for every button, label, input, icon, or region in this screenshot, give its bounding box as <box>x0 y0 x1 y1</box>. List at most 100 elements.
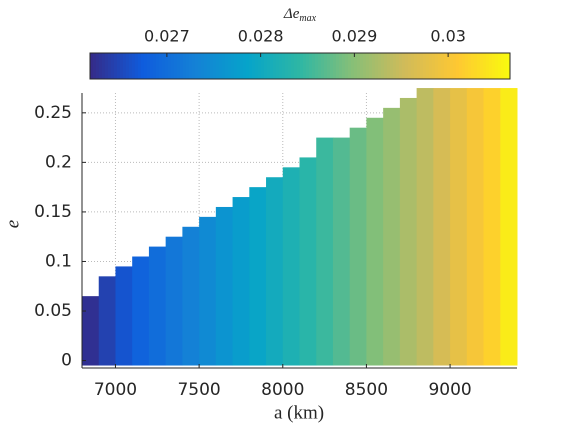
colorbar-swatch <box>192 53 196 79</box>
colorbar-swatch <box>243 53 247 79</box>
colorbar-swatch <box>258 53 262 79</box>
colorbar-swatch <box>378 53 382 79</box>
colorbar-swatch <box>357 53 361 79</box>
colorbar-swatch <box>336 53 340 79</box>
x-axis-label: a (km) <box>274 402 324 423</box>
cell <box>282 167 300 366</box>
colorbar-tick-label: 0.028 <box>238 27 284 46</box>
colorbar-swatch <box>114 53 118 79</box>
colorbar-swatch <box>180 53 184 79</box>
cell <box>215 206 234 366</box>
colorbar-swatch <box>288 53 292 79</box>
colorbar-swatch <box>126 53 130 79</box>
cell <box>82 296 100 366</box>
colorbar-swatch <box>366 53 370 79</box>
colorbar-swatch <box>162 53 166 79</box>
cell <box>500 88 518 366</box>
cell <box>316 137 334 366</box>
cell <box>98 276 116 366</box>
cell <box>199 216 217 366</box>
colorbar-swatch <box>303 53 307 79</box>
colorbar-swatch <box>486 53 490 79</box>
cell <box>132 256 150 366</box>
colorbar-swatch <box>249 53 253 79</box>
colorbar-swatch <box>456 53 460 79</box>
colorbar-swatch <box>474 53 478 79</box>
colorbar-swatch <box>246 53 250 79</box>
colorbar-swatch <box>171 53 175 79</box>
colorbar-swatch <box>204 53 208 79</box>
cell <box>383 107 401 366</box>
colorbar-swatch <box>321 53 325 79</box>
colorbar-swatch <box>459 53 463 79</box>
colorbar-swatch <box>189 53 193 79</box>
cell <box>399 97 418 366</box>
colorbar-swatch <box>414 53 418 79</box>
colorbar-swatch <box>123 53 127 79</box>
colorbar-swatch <box>408 53 412 79</box>
colorbar-swatch <box>507 53 511 79</box>
colorbar-swatch <box>90 53 94 79</box>
cell <box>232 197 250 366</box>
colorbar-swatch <box>276 53 280 79</box>
colorbar-swatch <box>186 53 190 79</box>
colorbar-swatch <box>330 53 334 79</box>
colorbar-swatch <box>492 53 496 79</box>
colorbar-swatch <box>201 53 205 79</box>
colorbar-swatch <box>228 53 232 79</box>
colorbar-label: Δemax <box>283 6 317 24</box>
cell <box>182 226 200 366</box>
colorbar-swatch <box>477 53 481 79</box>
colorbar-swatch <box>426 53 430 79</box>
colorbar-swatch <box>372 53 376 79</box>
colorbar-swatch <box>135 53 139 79</box>
colorbar-swatch <box>210 53 214 79</box>
colorbar-swatch <box>417 53 421 79</box>
colorbar-swatch <box>138 53 142 79</box>
colorbar-swatch <box>165 53 169 79</box>
colorbar-swatch <box>363 53 367 79</box>
colorbar-swatch <box>411 53 415 79</box>
colorbar-swatch <box>198 53 202 79</box>
colorbar-swatch <box>261 53 265 79</box>
colorbar-swatch <box>222 53 226 79</box>
colorbar-swatch <box>405 53 409 79</box>
colorbar-swatch <box>177 53 181 79</box>
colorbar-swatch <box>120 53 124 79</box>
colorbar-swatch <box>402 53 406 79</box>
colorbar-swatch <box>108 53 112 79</box>
colorbar-swatch <box>306 53 310 79</box>
colorbar-swatch <box>396 53 400 79</box>
cell <box>366 117 384 366</box>
colorbar-swatch <box>498 53 502 79</box>
colorbar-swatch <box>462 53 466 79</box>
colorbar-swatch <box>225 53 229 79</box>
colorbar-swatch <box>360 53 364 79</box>
colorbar-swatch <box>93 53 97 79</box>
colorbar-swatch <box>501 53 505 79</box>
cell <box>450 88 468 366</box>
colorbar-tick-label: 0.029 <box>331 27 377 46</box>
colorbar-swatch <box>282 53 286 79</box>
colorbar-swatch <box>294 53 298 79</box>
colorbar-swatch <box>153 53 157 79</box>
colorbar-tick-label: 0.027 <box>144 27 190 46</box>
x-tick-label: 8500 <box>345 380 388 400</box>
colorbar-swatch <box>447 53 451 79</box>
cell <box>349 127 367 366</box>
x-tick-label: 8000 <box>261 380 304 400</box>
colorbar-swatch <box>129 53 133 79</box>
colorbar-swatch <box>216 53 220 79</box>
colorbar-swatch <box>219 53 223 79</box>
colorbar-swatch <box>150 53 154 79</box>
colorbar-swatch <box>312 53 316 79</box>
colorbar-swatch <box>351 53 355 79</box>
cell <box>433 88 451 366</box>
colorbar-swatch <box>369 53 373 79</box>
colorbar-swatch <box>144 53 148 79</box>
cell <box>249 187 267 366</box>
colorbar-swatch <box>255 53 259 79</box>
colorbar-swatch <box>270 53 274 79</box>
colorbar-swatch <box>327 53 331 79</box>
colorbar-swatch <box>438 53 442 79</box>
